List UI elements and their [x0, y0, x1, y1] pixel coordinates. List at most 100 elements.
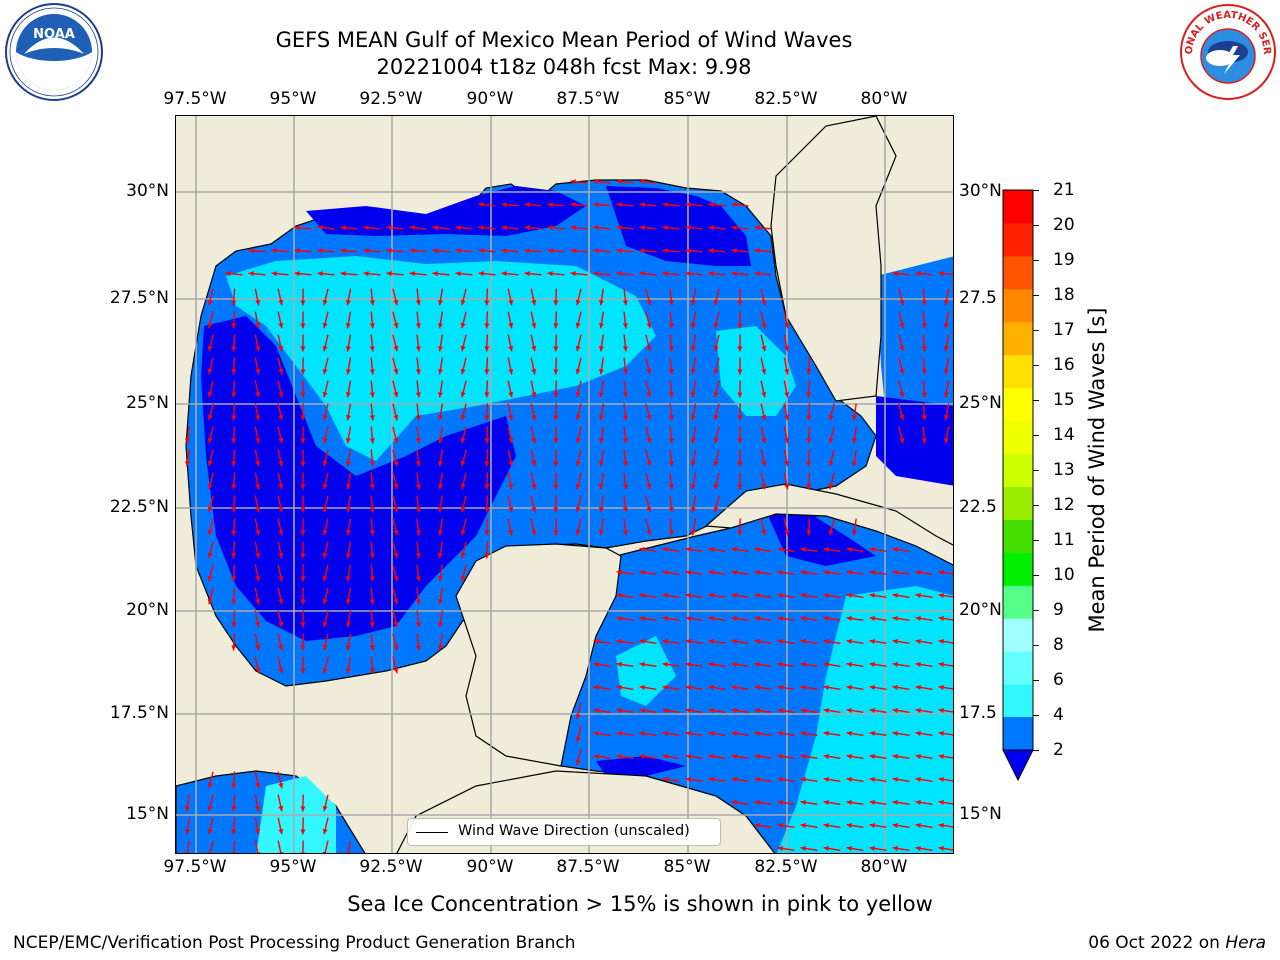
wave-direction-arrowhead [322, 575, 328, 582]
colorbar-tick-label: 16 [1053, 355, 1075, 375]
wave-direction-arrowhead [639, 570, 645, 575]
wave-direction-arrowhead [943, 299, 949, 306]
wave-direction-arrowhead [761, 437, 767, 444]
wave-direction-arrowhead [777, 616, 783, 621]
wave-direction-arrowhead [708, 685, 714, 690]
wave-direction-arrowhead [294, 225, 300, 231]
wave-direction-arrowhead [784, 437, 790, 444]
wave-direction-arrowhead [668, 530, 674, 536]
wave-direction-arrowhead [731, 593, 737, 598]
lon-tick-top: 97.5°W [163, 89, 227, 109]
wave-direction-arrowhead [207, 414, 213, 421]
wave-direction-arrowhead [553, 415, 559, 421]
wave-direction-arrowhead [593, 662, 599, 667]
wave-direction-arrowhead [322, 299, 328, 306]
wave-direction-arrowhead [393, 621, 399, 628]
wave-direction-arrowhead [761, 322, 767, 329]
wave-direction-arrowhead [616, 731, 622, 736]
wave-direction-arrowhead [255, 506, 261, 513]
wave-direction-arrowhead [300, 645, 306, 651]
wave-direction-arrowhead [823, 662, 829, 667]
legend-line-sample [416, 832, 448, 833]
wave-direction-arrowhead [784, 391, 790, 398]
wave-direction-arrowhead [322, 529, 328, 536]
wave-direction-arrowhead [777, 800, 783, 805]
wave-direction-arrowhead [690, 530, 696, 536]
wave-direction-arrowhead [690, 438, 696, 444]
wave-direction-arrowhead [915, 731, 921, 736]
wave-direction-arrowhead [823, 777, 829, 782]
wave-direction-arrowhead [294, 271, 300, 277]
wave-direction-arrowhead [731, 662, 737, 667]
wave-direction-arrowhead [231, 300, 237, 306]
wave-direction-arrowhead [369, 507, 375, 513]
wave-direction-arrowhead [255, 805, 261, 812]
wave-direction-arrowhead [828, 460, 834, 467]
wave-direction-arrowhead [731, 570, 737, 575]
wave-direction-arrowhead [846, 800, 852, 805]
noaa-logo: NOAA [4, 2, 104, 102]
wave-direction-arrowhead [938, 271, 944, 277]
wave-direction-arrowhead [754, 800, 760, 805]
wave-direction-arrowhead [598, 415, 604, 421]
wave-direction-arrowhead [662, 271, 668, 277]
wave-direction-arrowhead [322, 621, 328, 628]
wave-direction-arrowhead [761, 368, 767, 375]
wave-direction-arrowhead [754, 708, 760, 713]
wave-direction-arrowhead [415, 392, 421, 398]
wave-direction-arrowhead [437, 645, 443, 651]
colorbar-tick-mark [1033, 225, 1039, 226]
wave-direction-arrowhead [460, 575, 466, 582]
wave-direction-arrowhead [708, 202, 714, 208]
wave-direction-arrowhead [322, 483, 328, 490]
wave-direction-arrowhead [345, 530, 351, 536]
lon-tick-bottom: 90°W [466, 857, 514, 877]
wave-direction-arrowhead [345, 300, 351, 306]
wave-direction-arrowhead [754, 731, 760, 736]
colorbar-tick-mark [1033, 680, 1039, 681]
wave-direction-arrowhead [207, 483, 213, 490]
wave-direction-arrowhead [921, 300, 927, 306]
period-4-6-north-gulf [226, 256, 656, 461]
wave-direction-arrowhead [754, 616, 760, 621]
wave-direction-arrowhead [713, 460, 719, 467]
wave-direction-arrowhead [737, 300, 743, 306]
wave-direction-arrowhead [800, 616, 806, 621]
wave-direction-arrowhead [340, 271, 346, 277]
wave-direction-arrowhead [846, 731, 852, 736]
wave-direction-arrowhead [415, 300, 421, 306]
wave-direction-arrowhead [668, 346, 674, 352]
wave-direction-arrowhead [415, 323, 421, 329]
lat-tick-left: 27.5°N [109, 288, 169, 308]
wave-direction-arrowhead [823, 708, 829, 713]
wave-direction-arrowhead [575, 391, 581, 398]
wave-direction-arrowhead [713, 368, 719, 375]
wave-direction-arrowhead [300, 530, 306, 536]
wave-direction-arrowhead [437, 599, 443, 605]
wave-direction-arrowhead [393, 575, 399, 582]
wave-direction-arrowhead [593, 708, 599, 713]
wave-direction-arrowhead [761, 391, 767, 398]
wave-direction-arrowhead [800, 754, 806, 759]
wave-direction-arrowhead [685, 271, 691, 277]
wave-direction-arrowhead [685, 685, 691, 690]
footer-credit: NCEP/EMC/Verification Post Processing Pr… [13, 933, 576, 953]
wave-direction-arrowhead [598, 484, 604, 490]
wave-direction-arrowhead [593, 225, 599, 231]
lon-tick-top: 92.5°W [359, 89, 423, 109]
wave-direction-arrowhead [668, 461, 674, 467]
wave-direction-arrowhead [708, 662, 714, 667]
wave-direction-arrowhead [570, 202, 576, 208]
wave-direction-arrowhead [662, 639, 668, 644]
wave-direction-arrowhead [484, 300, 490, 306]
wave-direction-arrowhead [508, 529, 514, 536]
wave-direction-arrowhead [737, 415, 743, 421]
wave-direction-arrowhead [869, 731, 875, 736]
wave-direction-arrowhead [278, 414, 284, 421]
wave-direction-arrowhead [460, 345, 466, 352]
wave-direction-arrowhead [869, 800, 875, 805]
wave-direction-arrowhead [737, 346, 743, 352]
wave-direction-arrowhead [415, 438, 421, 444]
wave-direction-arrowhead [369, 461, 375, 467]
wave-direction-arrowhead [508, 506, 514, 513]
